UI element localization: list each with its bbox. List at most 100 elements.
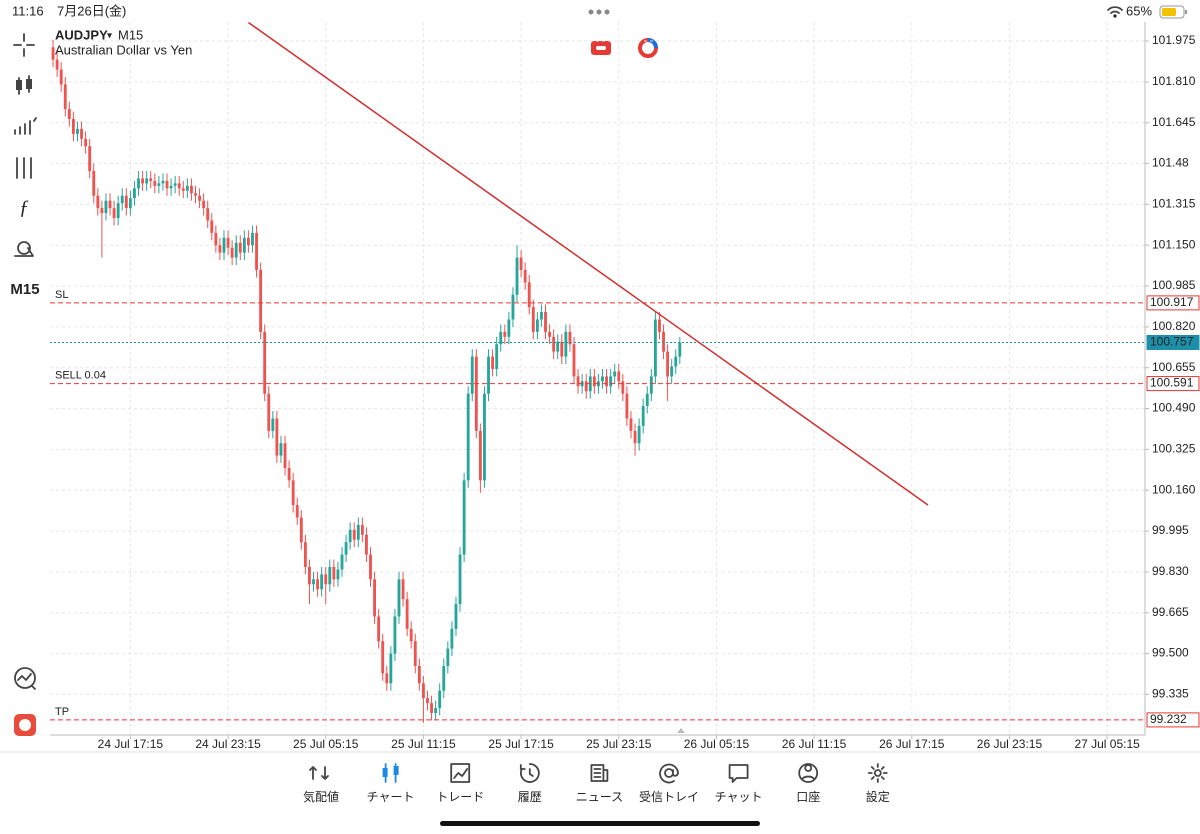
nav-icon (450, 763, 471, 783)
candle-body (454, 604, 458, 629)
candle-body (59, 69, 63, 85)
candle-body (263, 331, 267, 394)
trade-button-inner (19, 719, 31, 731)
candle-body (519, 257, 523, 270)
candle-body (389, 653, 393, 684)
candle-body (137, 178, 140, 189)
candle-body (303, 542, 307, 567)
candle-body (348, 529, 352, 543)
candle-body (446, 648, 450, 666)
candle-body (283, 443, 287, 468)
home-indicator (440, 821, 760, 826)
nav-icon (867, 763, 888, 783)
nav-item[interactable]: 設定 (866, 763, 890, 804)
volume-tool[interactable] (14, 117, 37, 135)
nav-item[interactable]: 履歴 (518, 763, 542, 804)
candle-body (308, 566, 311, 585)
timeframe-button[interactable]: M15 (10, 281, 39, 298)
y-tick-label: 101.975 (1152, 33, 1196, 47)
nav-item[interactable]: ニュース (576, 764, 623, 804)
candle-body (653, 319, 657, 377)
candle-body (450, 628, 454, 649)
candle-body (540, 312, 543, 320)
left-toolbar[interactable]: ƒ M15 (10, 33, 40, 736)
candle-body (279, 443, 283, 456)
nav-icon (590, 764, 609, 782)
candle-body (238, 242, 242, 253)
candle-body (434, 708, 438, 713)
candle-body (605, 376, 608, 387)
nav-item[interactable]: 受信トレイ (639, 763, 699, 805)
y-tick-label: 101.315 (1152, 197, 1196, 211)
nav-item[interactable]: チャート (367, 763, 415, 804)
objects-tool[interactable] (14, 241, 34, 257)
x-tick-label: 25 Jul 23:15 (586, 737, 652, 751)
x-tick-label: 25 Jul 11:15 (391, 737, 456, 751)
candle-body (495, 344, 499, 369)
candle-body (92, 170, 96, 196)
nav-icon-body (382, 768, 388, 777)
candle-body (531, 307, 535, 332)
candle-body (523, 269, 527, 283)
symbol-dropdown-arrow[interactable]: ▾ (107, 31, 112, 42)
candle-body (491, 356, 495, 369)
indicators-tool[interactable] (16, 157, 32, 179)
candle-body (226, 237, 230, 248)
candle-body (149, 178, 153, 181)
candle-body (645, 393, 649, 407)
candle-body (194, 193, 197, 196)
crosshair-tool[interactable] (13, 33, 35, 57)
candle-body (548, 331, 552, 337)
nav-icon (519, 763, 540, 783)
price-level-name: TP (55, 706, 69, 718)
candle-body (499, 331, 503, 345)
price-level-box (1146, 295, 1200, 311)
candle-body (141, 178, 145, 184)
nav-label: 受信トレイ (639, 790, 699, 804)
functions-tool[interactable]: ƒ (19, 197, 29, 219)
candle-body (218, 245, 222, 253)
candle-body (104, 200, 108, 214)
candle-body (535, 319, 539, 332)
nav-label: チャット (715, 790, 763, 804)
y-tick-label: 100.655 (1152, 360, 1196, 374)
candle-body (365, 534, 368, 555)
battery-icon (1159, 5, 1185, 19)
candle-body (145, 178, 149, 184)
x-tick-label: 26 Jul 05:15 (684, 737, 750, 751)
candle-body (397, 579, 401, 617)
candle-body (458, 554, 462, 605)
y-tick-label: 100.985 (1152, 278, 1196, 292)
candle-body (133, 188, 136, 199)
price-level-label: 100.757 (1150, 335, 1194, 349)
candle-body (165, 180, 169, 189)
nav-label: 気配値 (303, 789, 339, 804)
candle-body (487, 356, 490, 394)
nav-icon-body (393, 766, 399, 775)
candle-body (222, 237, 226, 253)
bottom-nav: 気配値 チャート トレード 履歴 ニュース 受信トレイ チャット 口座 設定 (303, 763, 890, 805)
nav-item[interactable]: チャット (715, 764, 763, 804)
symbol[interactable]: AUDJPY (55, 27, 108, 42)
candle-body (153, 180, 157, 186)
analysis-tool[interactable] (14, 667, 36, 689)
candle-body (157, 183, 161, 186)
trend-line (247, 22, 929, 506)
nav-label: ニュース (576, 790, 623, 804)
y-tick-label: 100.490 (1152, 401, 1196, 415)
candle-body (377, 616, 381, 642)
candle-body (568, 331, 572, 345)
nav-item[interactable]: 口座 (796, 763, 820, 804)
candle-body (625, 393, 629, 419)
nav-item[interactable]: 気配値 (303, 766, 339, 804)
nav-icon (309, 766, 329, 780)
candle-body (421, 683, 425, 699)
candle-body (169, 185, 173, 189)
candle-body (173, 183, 177, 186)
candle-body (242, 237, 246, 253)
candle-body (332, 566, 336, 580)
candle-body (409, 628, 413, 642)
nav-item[interactable]: トレード (436, 763, 484, 804)
candle-body (527, 282, 531, 308)
